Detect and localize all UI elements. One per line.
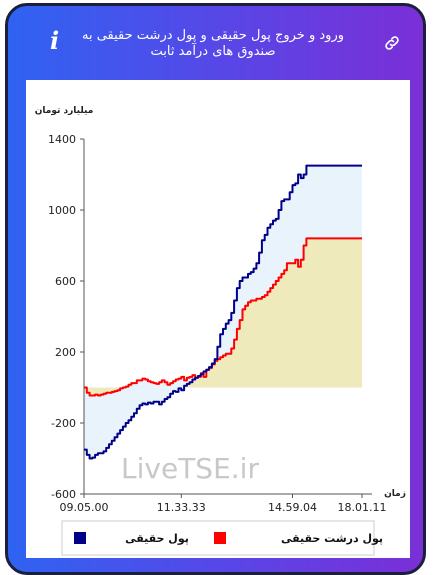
x-tick-label: 11.33.33 xyxy=(157,501,206,514)
x-tick-label: 18.01.11 xyxy=(338,501,387,514)
y-tick-label: 200 xyxy=(55,346,76,359)
legend-label: پول حقیقی xyxy=(125,532,189,545)
x-tick-label: 09.05.00 xyxy=(60,501,109,514)
x-axis-title: زمان xyxy=(384,489,406,499)
y-tick-label: 1400 xyxy=(48,133,76,146)
series-line-real-money xyxy=(84,164,362,460)
info-icon[interactable]: i xyxy=(50,26,60,55)
legend-swatch xyxy=(214,532,226,544)
legend: پول حقیقی پول درشت حقیقی xyxy=(61,520,383,556)
y-tick-label: 600 xyxy=(55,275,76,288)
legend-swatch xyxy=(74,532,86,544)
y-axis-title: میلیارد تومان xyxy=(35,106,94,116)
watermark: LiveTSE.ir xyxy=(121,452,259,485)
y-tick-label: 1000 xyxy=(48,204,76,217)
line-chart: -600 -200 200 600 1000 1400 09.05.00 11.33.33 1… xyxy=(26,80,410,558)
money-gap-area xyxy=(84,165,362,459)
y-tick-label: -600 xyxy=(51,488,76,501)
legend-label: پول درشت حقیقی xyxy=(281,532,383,545)
big-money-area xyxy=(84,238,362,396)
x-tick-label: 14.59.04 xyxy=(268,501,317,514)
link-icon[interactable] xyxy=(383,34,401,52)
card: i ورود و خروج پول حقیقی و پول درشت حقیقی… xyxy=(5,3,426,575)
chart-panel: -600 -200 200 600 1000 1400 09.05.00 11.33.33 1… xyxy=(26,80,410,558)
chart-title: ورود و خروج پول حقیقی و پول درشت حقیقی ب… xyxy=(81,28,344,59)
card-header: i ورود و خروج پول حقیقی و پول درشت حقیقی… xyxy=(8,6,423,80)
y-tick-label: -200 xyxy=(51,417,76,430)
